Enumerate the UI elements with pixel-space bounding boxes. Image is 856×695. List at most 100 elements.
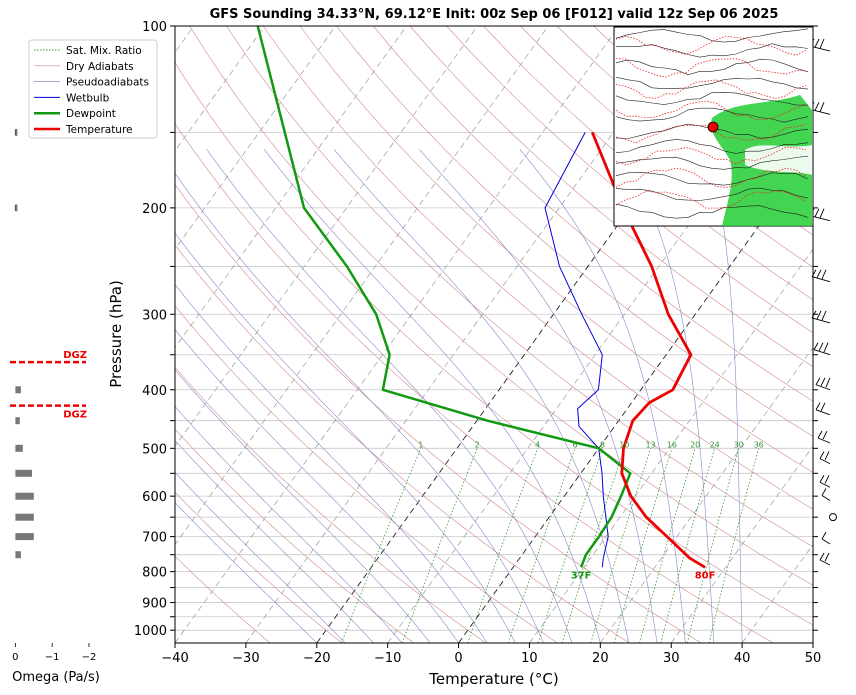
wind-barb-flag	[823, 431, 827, 439]
y-tick-label: 800	[142, 566, 167, 581]
mixing-ratio-line	[341, 448, 421, 643]
dgz-label: DGZ	[63, 350, 87, 361]
omega-bar	[15, 514, 33, 521]
wind-barb-flag	[820, 452, 824, 459]
mixing-ratio-line	[687, 448, 738, 643]
mixing-ratio-line	[709, 448, 759, 643]
wind-barbs	[810, 39, 837, 565]
chart-title: GFS Sounding 34.33°N, 69.12°E Init: 00z …	[210, 7, 779, 22]
mixing-ratio-label: 13	[646, 440, 656, 449]
omega-bar	[15, 533, 33, 540]
omega-bar	[15, 417, 19, 424]
x-tick-label: 40	[734, 651, 751, 666]
mixing-ratio-label: 24	[710, 440, 720, 449]
omega-tick-label: −1	[45, 652, 60, 663]
mixing-ratio-label: 6	[572, 440, 577, 449]
y-tick-label: 700	[142, 531, 167, 546]
wind-barb	[816, 385, 830, 390]
wind-barb-flag	[816, 403, 820, 410]
wind-barb-flag	[825, 475, 829, 483]
wind-barb-flag	[821, 378, 825, 386]
x-tick-label: 20	[592, 651, 609, 666]
wind-barb-flag	[826, 378, 830, 387]
legend-label: Temperature	[65, 124, 133, 136]
y-tick-label: 500	[142, 442, 167, 457]
location-marker-icon	[708, 122, 718, 132]
isotherm-line	[813, 26, 856, 643]
omega-bar	[15, 445, 22, 452]
wind-barb	[814, 350, 830, 355]
wind-barb-flag	[820, 553, 824, 560]
wind-barb-flag	[822, 311, 826, 320]
mixing-ratio-line	[402, 448, 477, 643]
wind-barb	[812, 318, 830, 323]
omega-panel: 0 −1 −2 DGZ DGZ	[10, 129, 96, 663]
mixing-ratio-label: 16	[667, 440, 677, 449]
dgz-label: DGZ	[63, 410, 87, 421]
mixing-ratio-label: 10	[619, 440, 629, 449]
y-tick-label: 100	[142, 20, 167, 35]
mixing-ratio-label: 20	[690, 440, 700, 449]
pseudoadiabat-line	[25, 149, 430, 643]
wind-barb	[818, 438, 830, 443]
y-tick-label: 400	[142, 384, 167, 399]
omega-tick-label: 0	[12, 652, 18, 663]
calm-wind-circle	[830, 514, 837, 521]
legend-label: Sat. Mix. Ratio	[66, 45, 142, 57]
dewpoint-surface-label: 37F	[571, 570, 592, 581]
wind-barb-flag	[822, 532, 826, 539]
wind-barb-flag	[820, 39, 824, 48]
mixing-ratio-label: 30	[734, 440, 744, 449]
mixing-ratio-line	[468, 448, 538, 643]
wind-barb-flag	[822, 270, 826, 279]
omega-tick-label: −2	[82, 652, 97, 663]
omega-bar	[15, 493, 33, 500]
x-tick-label: −30	[232, 651, 259, 666]
y-tick-label: 600	[142, 490, 167, 505]
pseudoadiabat-line	[0, 149, 345, 643]
wind-barb-flag	[820, 209, 824, 218]
wind-barb-flag	[822, 488, 826, 495]
inset-map	[614, 27, 813, 226]
y-tick-label: 200	[142, 202, 167, 217]
mixing-ratio-line	[640, 448, 696, 643]
mixing-ratio-label: 4	[535, 440, 540, 449]
x-tick-label: 10	[521, 651, 538, 666]
wind-barb-flag	[817, 270, 821, 278]
omega-bar	[15, 470, 32, 477]
mixing-ratio-label: 36	[754, 440, 764, 449]
legend-label: Pseudoadiabats	[66, 77, 149, 89]
dewpoint-profile-line	[258, 26, 631, 567]
wind-barb	[822, 495, 830, 500]
wind-barb-flag	[817, 311, 821, 319]
y-tick-label: 900	[142, 597, 167, 612]
omega-bar	[15, 386, 21, 393]
wind-barb-flag	[818, 431, 822, 438]
wind-barb	[822, 539, 830, 544]
wind-barb-flag	[815, 39, 819, 47]
wind-barb-flag	[825, 452, 829, 460]
temperature-surface-label: 80F	[695, 570, 716, 581]
legend-label: Dry Adiabats	[66, 61, 134, 73]
x-tick-label: 30	[663, 651, 680, 666]
wind-barb-flag	[825, 553, 829, 561]
isotherm-line	[175, 26, 619, 643]
mixing-ratio-label: 2	[475, 440, 480, 449]
wind-barb-flag	[814, 343, 818, 350]
pseudoadiabat-line	[0, 149, 373, 643]
x-tick-label: −10	[374, 651, 401, 666]
legend-label: Dewpoint	[66, 108, 116, 120]
wind-barb-flag	[815, 209, 819, 217]
mixing-ratio-line	[661, 448, 715, 643]
wind-barb-flag	[819, 343, 823, 351]
wind-barb-flag	[821, 403, 825, 411]
wind-barb-flag	[820, 102, 824, 111]
pseudoadiabat-line	[334, 149, 629, 643]
mixing-ratio-label: 8	[600, 440, 605, 449]
wind-barb-flag	[824, 343, 828, 352]
y-axis-label: Pressure (hPa)	[107, 280, 125, 388]
y-tick-label: 1000	[134, 624, 167, 639]
pseudoadiabat-line	[1, 149, 402, 643]
